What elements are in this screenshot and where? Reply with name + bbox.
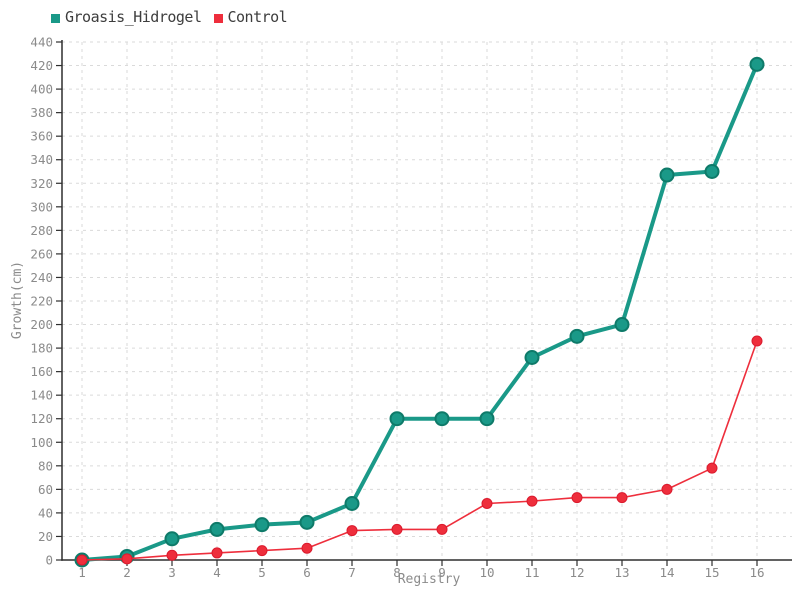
chart-legend: Groasis_Hidrogel Control bbox=[51, 8, 288, 26]
y-tick-label: 80 bbox=[38, 458, 53, 473]
y-tick-label: 300 bbox=[30, 199, 53, 214]
control-series-swatch-icon bbox=[213, 13, 223, 23]
data-point-groasis-hidrogel bbox=[389, 411, 405, 427]
x-tick-label: 4 bbox=[213, 565, 221, 580]
y-tick-label: 400 bbox=[30, 82, 53, 97]
data-point-control bbox=[571, 492, 583, 504]
y-tick-label: 120 bbox=[30, 411, 53, 426]
series-line-groasis-hidrogel bbox=[80, 62, 759, 562]
data-point-groasis-hidrogel bbox=[344, 495, 360, 511]
y-tick-label: 440 bbox=[30, 35, 53, 50]
data-point-groasis-hidrogel bbox=[704, 164, 720, 179]
y-tick-label: 60 bbox=[38, 482, 53, 497]
data-point-control bbox=[526, 495, 538, 507]
y-tick-label: 280 bbox=[30, 223, 53, 238]
data-point-control bbox=[481, 497, 493, 509]
y-tick-label: 200 bbox=[30, 317, 53, 332]
x-tick-label: 8 bbox=[393, 565, 401, 580]
legend-item-control[interactable]: Control bbox=[213, 8, 288, 26]
legend-item-groasis-hidrogel[interactable]: Groasis_Hidrogel bbox=[51, 8, 202, 26]
x-tick-label: 14 bbox=[659, 565, 674, 580]
y-tick-label: 140 bbox=[30, 388, 53, 403]
data-point-control bbox=[76, 554, 88, 566]
data-point-groasis-hidrogel bbox=[434, 411, 450, 427]
x-tick-label: 3 bbox=[168, 565, 176, 580]
data-point-control bbox=[166, 549, 178, 561]
x-tick-label: 10 bbox=[479, 565, 494, 580]
y-tick-label: 380 bbox=[30, 105, 53, 120]
x-tick-label: 1 bbox=[78, 565, 86, 580]
data-point-control bbox=[436, 523, 448, 535]
x-tick-label: 5 bbox=[258, 565, 266, 580]
data-point-control bbox=[256, 545, 268, 557]
y-tick-label: 20 bbox=[38, 529, 53, 544]
series-layer bbox=[74, 56, 765, 568]
y-tick-label: 100 bbox=[30, 435, 53, 450]
data-point-control bbox=[616, 492, 628, 504]
x-tick-label: 13 bbox=[614, 565, 629, 580]
x-tick-label: 2 bbox=[123, 565, 131, 580]
data-point-control bbox=[211, 547, 223, 559]
data-point-control bbox=[661, 483, 673, 495]
data-point-control bbox=[751, 335, 763, 347]
data-point-groasis-hidrogel bbox=[164, 531, 180, 547]
x-axis-title: Registry bbox=[398, 572, 461, 587]
data-point-groasis-hidrogel bbox=[209, 521, 225, 537]
data-point-groasis-hidrogel bbox=[659, 167, 675, 183]
data-point-control bbox=[391, 523, 403, 535]
y-tick-label: 240 bbox=[30, 270, 53, 285]
data-point-groasis-hidrogel bbox=[479, 411, 495, 427]
data-point-groasis-hidrogel bbox=[254, 517, 270, 533]
data-point-groasis-hidrogel bbox=[524, 350, 540, 366]
data-point-groasis-hidrogel bbox=[299, 514, 315, 530]
y-tick-label: 340 bbox=[30, 152, 53, 167]
y-tick-label: 180 bbox=[30, 341, 53, 356]
y-tick-label: 260 bbox=[30, 246, 53, 261]
grid-layer bbox=[62, 41, 792, 560]
legend-label-groasis: Groasis_Hidrogel bbox=[65, 8, 202, 26]
data-point-control bbox=[706, 462, 718, 474]
y-tick-label: 360 bbox=[30, 129, 53, 144]
y-tick-label: 320 bbox=[30, 176, 53, 191]
x-tick-label: 9 bbox=[438, 565, 446, 580]
data-point-control bbox=[301, 542, 313, 554]
data-point-groasis-hidrogel bbox=[569, 328, 585, 344]
y-tick-label: 40 bbox=[38, 505, 53, 520]
y-tick-label: 420 bbox=[30, 58, 53, 73]
x-tick-label: 16 bbox=[749, 565, 764, 580]
data-point-groasis-hidrogel bbox=[614, 317, 630, 333]
y-axis-title: Growth(cm) bbox=[10, 261, 25, 339]
data-point-control bbox=[346, 525, 358, 537]
x-tick-label: 11 bbox=[524, 565, 539, 580]
legend-label-control: Control bbox=[227, 8, 288, 26]
axes-layer: 0 20 40 60 80 100 120 140 160 180 200 220 240 260 280 3… bbox=[30, 35, 792, 580]
data-point-groasis-hidrogel bbox=[749, 56, 765, 72]
x-tick-label: 15 bbox=[704, 565, 719, 580]
x-tick-label: 6 bbox=[303, 565, 311, 580]
groasis-series-swatch-icon bbox=[51, 13, 60, 23]
y-tick-label: 0 bbox=[45, 553, 53, 568]
y-tick-label: 160 bbox=[30, 364, 53, 379]
x-tick-label: 7 bbox=[348, 565, 356, 580]
data-point-control bbox=[121, 553, 133, 565]
x-tick-label: 12 bbox=[569, 565, 584, 580]
series-line-control bbox=[81, 340, 758, 561]
y-tick-label: 220 bbox=[30, 294, 53, 309]
